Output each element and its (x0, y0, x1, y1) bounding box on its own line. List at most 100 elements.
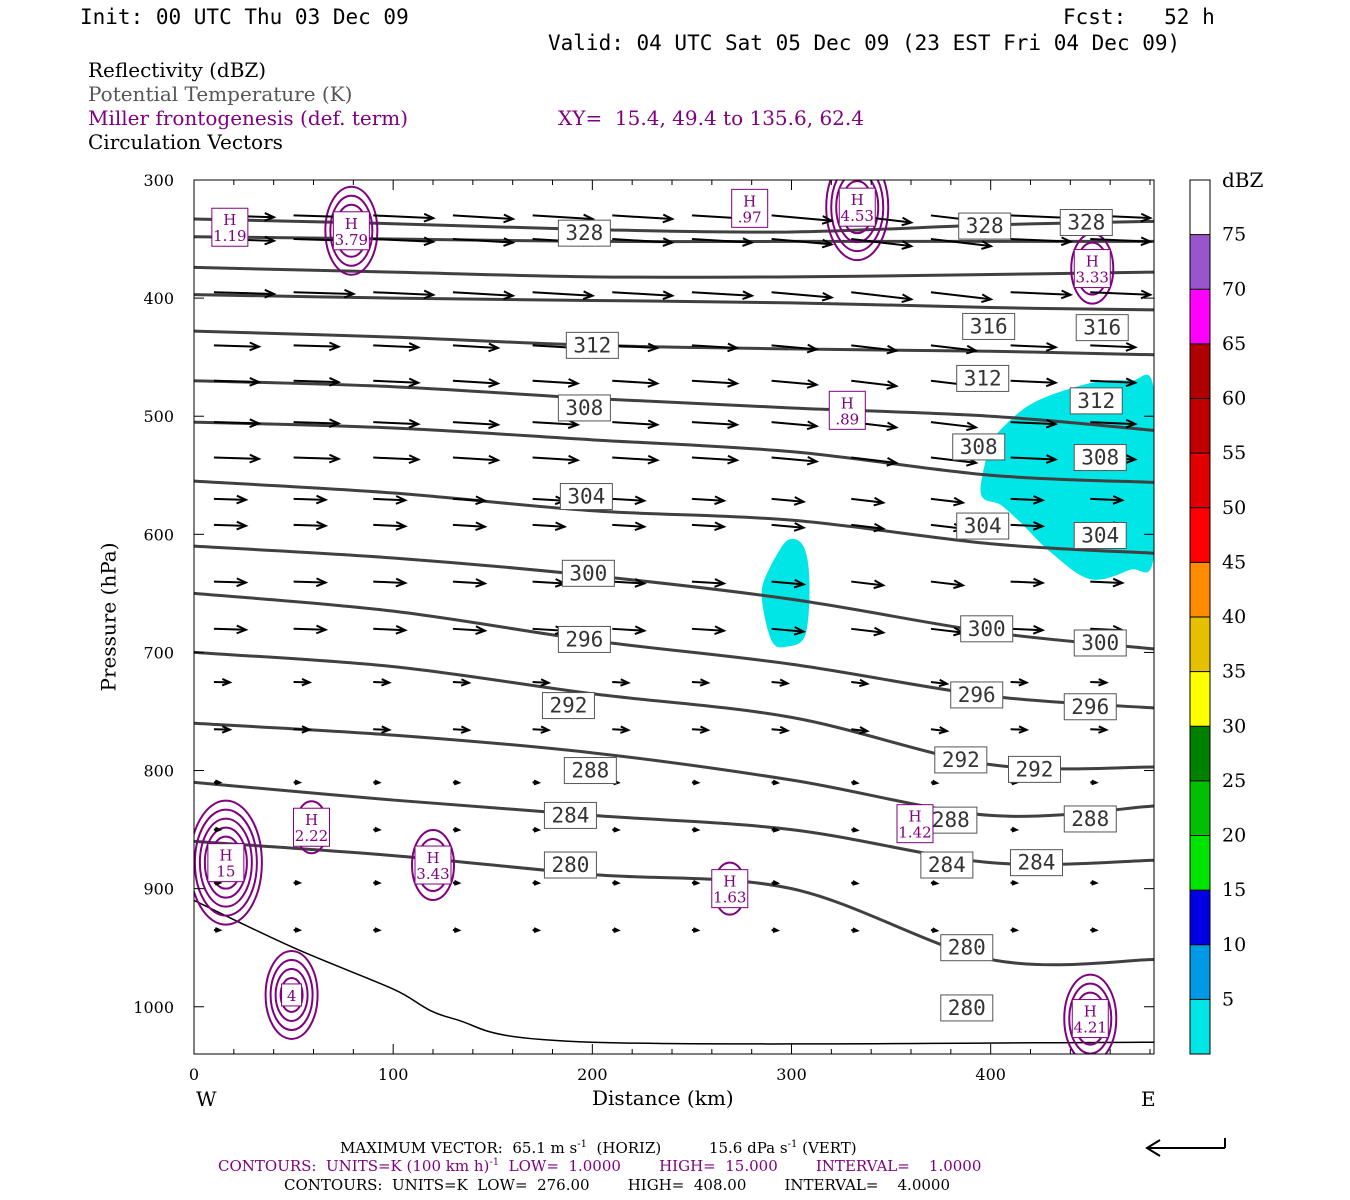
circulation-vector (771, 680, 788, 685)
circulation-vector-head (453, 779, 462, 786)
circulation-vector (930, 497, 964, 504)
miller-max-box (281, 983, 303, 1007)
miller-contour-ring (203, 826, 248, 899)
circulation-vector-head (772, 880, 781, 886)
colorbar-label: 75 (1222, 224, 1246, 246)
circulation-vector (452, 497, 485, 502)
circulation-vector-head (264, 212, 277, 222)
circulation-vector (1090, 421, 1136, 426)
reflectivity-area (761, 538, 810, 648)
circulation-vector (612, 627, 645, 632)
circulation-vector (612, 523, 645, 528)
circulation-vector-head (901, 293, 914, 304)
circulation-vector-head (264, 235, 277, 246)
circulation-vector-head (1011, 927, 1020, 933)
circulation-vector (532, 379, 578, 385)
circulation-vector-head (374, 879, 382, 886)
theta-label-box (543, 851, 597, 879)
circulation-vector-head (221, 678, 233, 687)
miller-max-box (896, 804, 934, 844)
circulation-vector-head (901, 216, 914, 227)
miller-max-value: 1.19 (213, 227, 246, 245)
circulation-vector (293, 344, 339, 348)
circulation-vector-head (221, 725, 233, 734)
theta-label-box (1073, 629, 1127, 657)
circulation-vector (771, 238, 832, 246)
circulation-vector (691, 456, 737, 462)
colorbar-title: dBZ (1222, 168, 1264, 192)
circulation-vector-head (806, 420, 820, 431)
circulation-vector (930, 580, 964, 587)
circulation-vector-head (554, 521, 568, 532)
circulation-vector (612, 580, 645, 585)
circulation-vector-head (772, 779, 781, 786)
circulation-vector-head (966, 421, 979, 432)
theta-label: 280 (948, 936, 986, 960)
circulation-vector-head (634, 495, 647, 506)
theta-label: 284 (1018, 851, 1056, 875)
circulation-vector-head (886, 421, 899, 432)
circulation-vector-head (249, 341, 262, 352)
circulation-vector-head (408, 454, 421, 464)
circulation-vector-head (886, 380, 899, 390)
circulation-vector (771, 291, 832, 299)
colorbar-label: 65 (1222, 333, 1246, 355)
circulation-vector (771, 214, 832, 222)
miller-contour-ring (279, 976, 304, 1013)
theta-label: 304 (567, 485, 605, 509)
miller-max-box (414, 845, 452, 885)
circulation-vector-head (533, 927, 542, 933)
circulation-vector (851, 291, 912, 301)
circulation-vector (691, 238, 752, 244)
theta-label: 308 (960, 435, 998, 459)
colorbar-segment (1190, 180, 1210, 235)
theta-label-box (1063, 805, 1117, 833)
circulation-vector-head (1011, 879, 1020, 886)
circulation-vector (373, 523, 406, 528)
miller-max-label: H (851, 191, 864, 209)
circulation-vector (373, 728, 390, 731)
circulation-vector-head (647, 378, 660, 388)
circulation-vector (213, 523, 246, 527)
colorbar-segment (1190, 999, 1210, 1054)
circulation-vector-head (699, 725, 711, 734)
miller-max-value: 3.33 (1076, 269, 1109, 287)
x-west-label: W (196, 1087, 217, 1111)
theta-label: 316 (1083, 316, 1121, 340)
theta-label: 328 (1067, 211, 1105, 235)
theta-label-box (543, 801, 597, 829)
circulation-vector (930, 680, 948, 685)
circulation-vector-head (692, 927, 701, 933)
circulation-vector-head (742, 290, 755, 301)
theta-label-box (956, 364, 1010, 392)
theta-label: 292 (1016, 757, 1054, 781)
circulation-vector (691, 497, 724, 502)
x-tick-label: 0 (189, 1065, 199, 1084)
circulation-vector-head (647, 419, 660, 430)
circulation-vector (851, 728, 868, 733)
circulation-vector-head (460, 725, 472, 734)
miller-contour-ring (274, 967, 309, 1022)
x-tick-label: 400 (975, 1065, 1006, 1084)
circulation-vector-head (1032, 521, 1046, 531)
colorbar-label: 20 (1222, 825, 1246, 847)
circulation-vector (373, 214, 434, 220)
circulation-vector (771, 728, 788, 732)
theta-label-box (924, 806, 978, 834)
colorbar-segment (1190, 343, 1210, 399)
colorbar-label: 35 (1222, 661, 1246, 683)
theta-label: 292 (942, 748, 980, 772)
theta-label: 288 (571, 759, 609, 783)
field-circulation: Circulation Vectors (88, 130, 283, 154)
miller-max-value: 4 (287, 987, 297, 1005)
circulation-vector-head (423, 289, 436, 300)
circulation-vector-head (1140, 289, 1153, 300)
circulation-vector-head (475, 625, 488, 635)
circulation-vector-head (613, 826, 621, 833)
circulation-vector-head (852, 927, 860, 934)
circulation-vector (213, 456, 259, 460)
y-tick-label: 700 (143, 643, 174, 662)
circulation-vector-head (901, 240, 914, 250)
circulation-vector (1090, 344, 1136, 349)
circulation-vector (851, 580, 884, 587)
